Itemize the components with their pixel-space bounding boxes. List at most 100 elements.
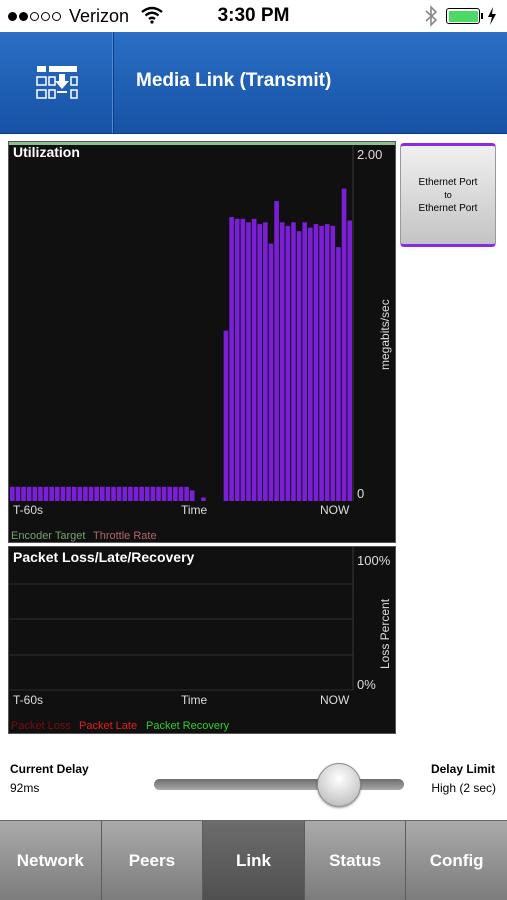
utilization-bar [240,218,246,501]
utilization-bar [144,486,150,501]
utilization-bar [88,486,94,501]
legend-packet-late: Packet Late [79,720,138,732]
legend-packet-recovery: Packet Recovery [146,720,230,732]
tab-status[interactable]: Status [304,820,407,900]
utilization-bar [99,486,105,501]
x-start-label: T-60s [13,693,44,707]
tab-peers[interactable]: Peers [101,820,204,900]
utilization-bar [54,486,60,501]
network-menu-icon [36,66,78,99]
legend-throttle-rate: Throttle Rate [93,530,157,542]
y-min-label: 0% [357,677,376,692]
packet-loss-chart-panel: Packet Loss/Late/Recovery 100% 0% Loss P… [8,546,396,734]
bluetooth-icon [425,5,438,27]
utilization-bar [257,224,263,501]
utilization-bar [26,486,32,501]
utilization-bar [251,218,257,501]
encoder-target-line [9,142,395,145]
utilization-bar [83,486,88,501]
utilization-bar [285,225,291,502]
utilization-bar [296,231,302,501]
signal-dot [19,12,28,21]
page-title: Media Link (Transmit) [136,70,332,91]
utilization-bar [161,486,167,501]
app-header: Media Link (Transmit) [0,32,507,134]
current-delay-value: 92ms [10,781,40,795]
signal-strength: Verizon [8,6,129,27]
utilization-bar [178,486,184,501]
utilization-bar [189,490,195,501]
utilization-bar [94,486,99,501]
utilization-bar [229,217,234,501]
utilization-bar [10,486,15,501]
y-max-label: 100% [357,553,391,568]
utilization-bar [133,486,139,501]
utilization-bar [21,486,26,501]
carrier-name: Verizon [69,6,130,26]
charging-bolt-icon [488,7,496,25]
tab-network[interactable]: Network [0,820,102,900]
utilization-bar [201,497,206,501]
delay-limit-label: Delay Limit [430,762,495,776]
legend-packet-loss: Packet Loss [11,720,71,732]
y-axis-title: megabits/sec [378,299,392,370]
ethernet-port-button[interactable]: Ethernet Port to Ethernet Port [400,143,496,247]
utilization-bar [49,486,54,501]
utilization-bar [77,486,83,501]
signal-dot [41,12,50,21]
delay-limit-value: High (2 sec) [431,781,496,795]
utilization-bar [330,225,336,502]
utilization-bar [156,486,161,501]
utilization-bar [279,222,285,501]
utilization-bar [38,486,43,501]
y-min-label: 0 [357,486,365,501]
utilization-bar [341,188,347,501]
utilization-bar [167,486,173,501]
delay-slider-track[interactable] [154,779,404,790]
utilization-bar [139,486,144,501]
x-mid-label: Time [181,693,208,707]
x-start-label: T-60s [13,503,44,517]
signal-dot [52,12,61,21]
utilization-chart [9,142,395,502]
utilization-bar [173,486,178,501]
battery-tip [481,13,483,19]
side-button-line2: to [444,189,452,200]
utilization-bar [111,486,116,501]
tab-link[interactable]: Link [203,820,305,900]
utilization-bar [15,486,21,501]
utilization-bar [66,486,71,501]
utilization-bar [184,486,189,501]
utilization-bar [268,243,274,502]
utilization-bar [308,227,313,501]
utilization-title: Utilization [13,144,80,160]
utilization-bar [336,247,341,501]
wifi-icon [141,6,163,24]
side-button-line3: Ethernet Port [418,202,478,214]
utilization-bar [43,486,49,501]
utilization-bar [71,486,77,501]
utilization-bar [128,486,133,501]
current-delay-label: Current Delay [10,762,89,776]
utilization-bar [105,486,111,501]
packet-loss-chart [9,547,354,691]
status-bar: Verizon 3:30 PM [0,0,507,32]
packet-loss-title: Packet Loss/Late/Recovery [13,549,195,565]
delay-slider-thumb[interactable] [317,763,361,807]
utilization-bar [234,218,240,501]
tab-bar: Network Peers Link Status Config [0,820,507,900]
menu-button[interactable] [0,32,114,133]
side-button-line1: Ethernet Port [418,176,478,188]
utilization-bar [150,486,156,501]
legend-encoder-target: Encoder Target [11,530,86,542]
utilization-bar [223,330,229,501]
utilization-bar [313,224,319,501]
utilization-bar [319,225,324,502]
utilization-bar [291,222,296,501]
utilization-bar [32,486,38,501]
utilization-bar [302,222,308,501]
utilization-bar [347,220,352,502]
tab-config[interactable]: Config [406,820,507,900]
signal-dot [30,12,39,21]
x-end-label: NOW [320,693,350,707]
